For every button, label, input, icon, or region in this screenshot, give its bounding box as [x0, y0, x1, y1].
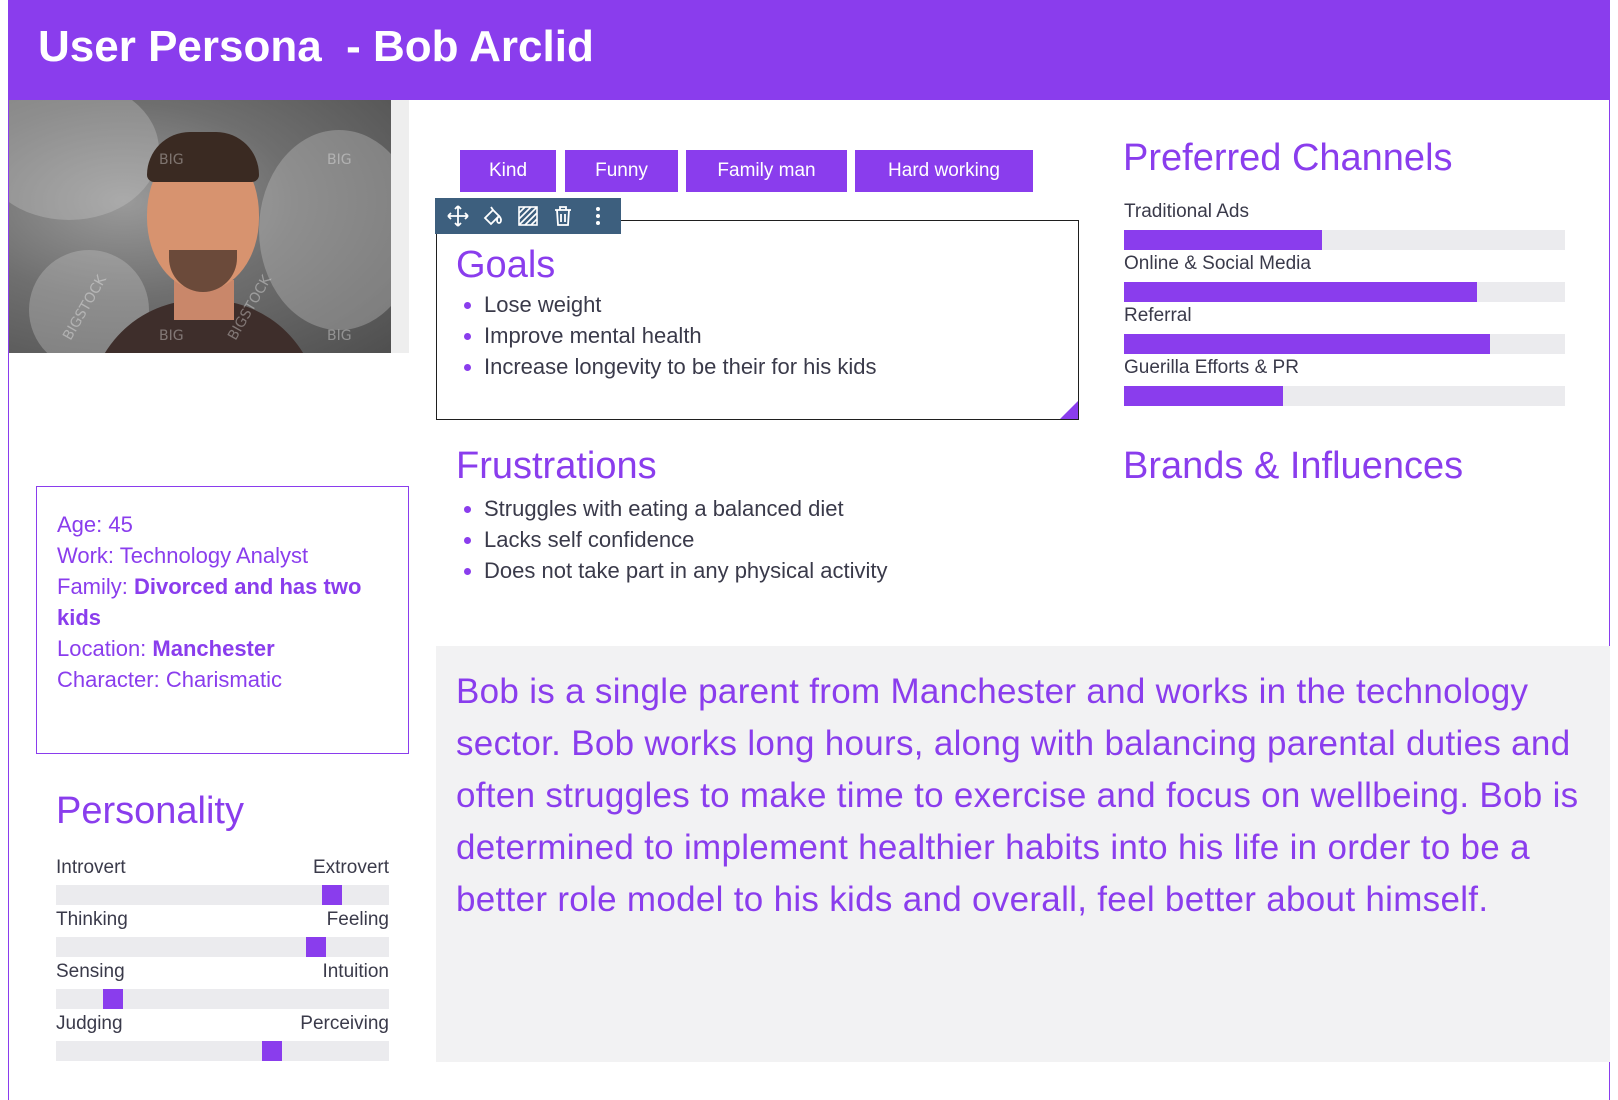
persona-info-box: Age: 45 Work: Technology Analyst Family:… — [36, 486, 409, 754]
info-work: Work: Technology Analyst — [57, 540, 388, 571]
trait-right-label: Extrovert — [312, 857, 389, 878]
info-location-label: Location: — [57, 636, 153, 661]
goal-item: Increase longevity to be their for his k… — [456, 351, 877, 382]
info-age-label: Age: — [57, 512, 109, 537]
frustrations-list: Struggles with eating a balanced diet La… — [456, 493, 888, 586]
pattern-icon[interactable] — [515, 203, 541, 229]
channel-bar-track — [1124, 334, 1565, 354]
channel-label: Guerilla Efforts & PR — [1124, 357, 1299, 378]
trait-right-label: Perceiving — [300, 1013, 389, 1034]
channel-bar-fill — [1124, 386, 1283, 406]
trait-slider-track — [56, 937, 389, 957]
more-icon[interactable] — [585, 203, 611, 229]
channel-bar-track — [1124, 386, 1565, 406]
trait-left-label: Thinking — [56, 909, 128, 930]
trait-left-label: Sensing — [56, 961, 125, 982]
photo-texture — [259, 130, 391, 330]
page-title: User Persona - Bob Arclid — [38, 22, 594, 71]
info-location: Location: Manchester — [57, 633, 388, 664]
trait-left-label: Introvert — [56, 857, 126, 878]
watermark-text: BIG — [327, 328, 352, 344]
persona-frame — [8, 0, 1610, 1100]
frustration-item: Struggles with eating a balanced diet — [456, 493, 888, 524]
channel-bar-fill — [1124, 282, 1477, 302]
channel-label: Referral — [1124, 305, 1192, 326]
brands-title: Brands & Influences — [1123, 445, 1464, 487]
channel-bar-fill — [1124, 334, 1491, 354]
trait-slider-track — [56, 885, 389, 905]
info-age: Age: 45 — [57, 509, 388, 540]
info-age-value: 45 — [108, 512, 133, 537]
trait-slider-marker[interactable] — [306, 937, 326, 957]
trait-tag-funny[interactable]: Funny — [565, 150, 678, 192]
trait-left-label: Judging — [56, 1013, 123, 1034]
info-location-value: Manchester — [152, 636, 275, 661]
goals-selected-box[interactable] — [436, 220, 1079, 420]
info-character-label: Character: — [57, 667, 166, 692]
personality-title: Personality — [56, 790, 244, 832]
trash-icon[interactable] — [550, 203, 576, 229]
watermark-text: BIG — [159, 328, 184, 344]
trait-slider-track — [56, 989, 389, 1009]
watermark-text: BIG — [159, 152, 184, 168]
trait-slider-marker[interactable] — [103, 989, 123, 1009]
channel-bar-fill — [1124, 230, 1323, 250]
goal-item: Lose weight — [456, 289, 877, 320]
trait-right-label: Feeling — [326, 909, 389, 930]
move-icon[interactable] — [445, 203, 471, 229]
fill-icon[interactable] — [480, 203, 506, 229]
info-family-value: Divorced and has two kids — [57, 574, 362, 630]
trait-tag-kind[interactable]: Kind — [460, 150, 556, 192]
person-hair — [147, 132, 259, 182]
trait-right-label: Intuition — [322, 961, 389, 982]
info-work-label: Work: — [57, 543, 120, 568]
header-bar: User Persona - Bob Arclid — [8, 0, 1610, 100]
channel-label: Online & Social Media — [1124, 253, 1311, 274]
watermark-text: BIG — [327, 152, 352, 168]
info-character-value: Charismatic — [165, 667, 282, 692]
channel-bar-track — [1124, 230, 1565, 250]
channels-title: Preferred Channels — [1123, 137, 1453, 179]
goals-title: Goals — [456, 244, 556, 286]
trait-tag-family-man[interactable]: Family man — [686, 150, 847, 192]
info-character: Character: Charismatic — [57, 664, 388, 695]
frustration-item: Does not take part in any physical activ… — [456, 555, 888, 586]
channel-label: Traditional Ads — [1124, 201, 1249, 222]
trait-slider-marker[interactable] — [262, 1041, 282, 1061]
goal-item: Improve mental health — [456, 320, 877, 351]
trait-slider-marker[interactable] — [322, 885, 342, 905]
persona-photo[interactable]: BIG BIG BIGSTOCK BIGSTOCK BIG BIG — [9, 100, 391, 353]
element-toolbar — [435, 198, 621, 234]
info-family: Family: Divorced and has two kids — [57, 571, 388, 633]
trait-tag-hard-working[interactable]: Hard working — [855, 150, 1033, 192]
bio-text: Bob is a single parent from Manchester a… — [456, 672, 1579, 919]
info-work-value: Technology Analyst — [119, 543, 309, 568]
channel-bar-track — [1124, 282, 1565, 302]
resize-handle[interactable] — [1060, 401, 1078, 419]
photo-texture — [9, 100, 159, 220]
photo-side-strip — [391, 100, 409, 353]
frustration-item: Lacks self confidence — [456, 524, 888, 555]
bio-box: Bob is a single parent from Manchester a… — [436, 646, 1610, 1062]
frustrations-title: Frustrations — [456, 445, 657, 487]
info-family-label: Family: — [57, 574, 134, 599]
goals-list: Lose weight Improve mental health Increa… — [456, 289, 877, 382]
trait-slider-track — [56, 1041, 389, 1061]
